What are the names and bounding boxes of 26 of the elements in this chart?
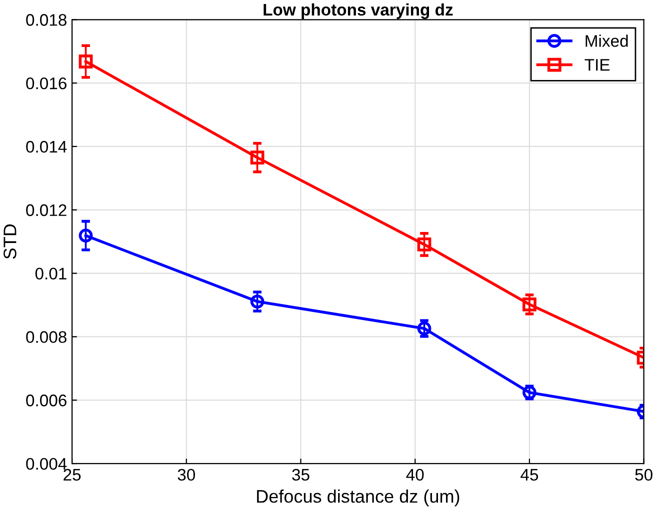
x-tick-label: 30 bbox=[178, 468, 196, 481]
y-tick-label: 0.018 bbox=[26, 14, 66, 26]
point bbox=[250, 150, 264, 165]
y-tick-label: 0.012 bbox=[26, 204, 66, 216]
x-tick-label: 25 bbox=[64, 468, 81, 481]
y-tick-label: 0.004 bbox=[26, 458, 67, 470]
point bbox=[78, 228, 93, 243]
legend-label: Mixed bbox=[586, 34, 628, 47]
point bbox=[78, 54, 93, 68]
x-tick-label: 35 bbox=[292, 468, 310, 481]
y-tick-label: 0.014 bbox=[26, 140, 67, 153]
y-tick-label: 0.01 bbox=[35, 268, 66, 280]
legend-label: TIE bbox=[584, 59, 610, 71]
point bbox=[417, 238, 432, 252]
point bbox=[250, 294, 264, 308]
x-tick-label: 45 bbox=[520, 469, 538, 481]
x-axis-title: Defocus distance dz (um) bbox=[257, 490, 460, 506]
y-tick-label: 0.008 bbox=[26, 331, 66, 343]
y-tick-label: 0.006 bbox=[26, 394, 66, 406]
point bbox=[417, 322, 432, 336]
x-tick-label: 40 bbox=[406, 468, 424, 481]
y-axis-title: STD bbox=[4, 224, 16, 259]
chart-title: Low photons varying dz bbox=[264, 3, 453, 20]
x-tick-label: 50 bbox=[635, 468, 652, 481]
point bbox=[522, 297, 536, 312]
y-tick-label: 0.016 bbox=[26, 77, 66, 90]
